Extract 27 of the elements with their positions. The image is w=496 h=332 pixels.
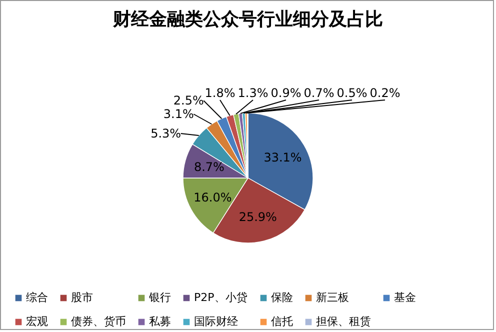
legend-label: 基金 <box>394 291 416 304</box>
data-label: 0.5% <box>336 86 368 100</box>
legend-label: 债券、货币 <box>71 315 126 328</box>
data-label: 1.3% <box>238 86 268 100</box>
data-label: 0.7% <box>304 86 334 100</box>
data-label: 2.5% <box>173 94 204 108</box>
legend-label: 保险 <box>271 291 293 304</box>
data-label: 8.7% <box>194 160 224 174</box>
data-label: 0.9% <box>270 86 302 100</box>
legend-label: 银行 <box>148 291 171 304</box>
legend-label: 综合 <box>26 291 48 304</box>
legend-label: 信托 <box>271 315 293 328</box>
chart-title: 财经金融类公众号行业细分及占比 <box>112 9 383 30</box>
data-label: 1.8% <box>204 86 236 100</box>
legend-label: 宏观 <box>26 315 48 328</box>
data-label: 3.1% <box>163 107 194 122</box>
data-label: 33.1% <box>264 150 302 165</box>
legend-label: 国际财经 <box>194 315 238 328</box>
legend-label: 担保、租赁 <box>316 315 371 328</box>
data-label: 25.9% <box>238 210 277 224</box>
legend-label: 股市 <box>71 291 93 304</box>
legend-label: P2P、小贷 <box>194 291 248 304</box>
legend-label: 新三板 <box>316 291 349 304</box>
data-label: 0.2% <box>370 86 400 100</box>
data-label: 16.0% <box>194 190 232 204</box>
data-label: 5.3% <box>150 126 182 140</box>
legend-label: 私募 <box>149 315 171 328</box>
